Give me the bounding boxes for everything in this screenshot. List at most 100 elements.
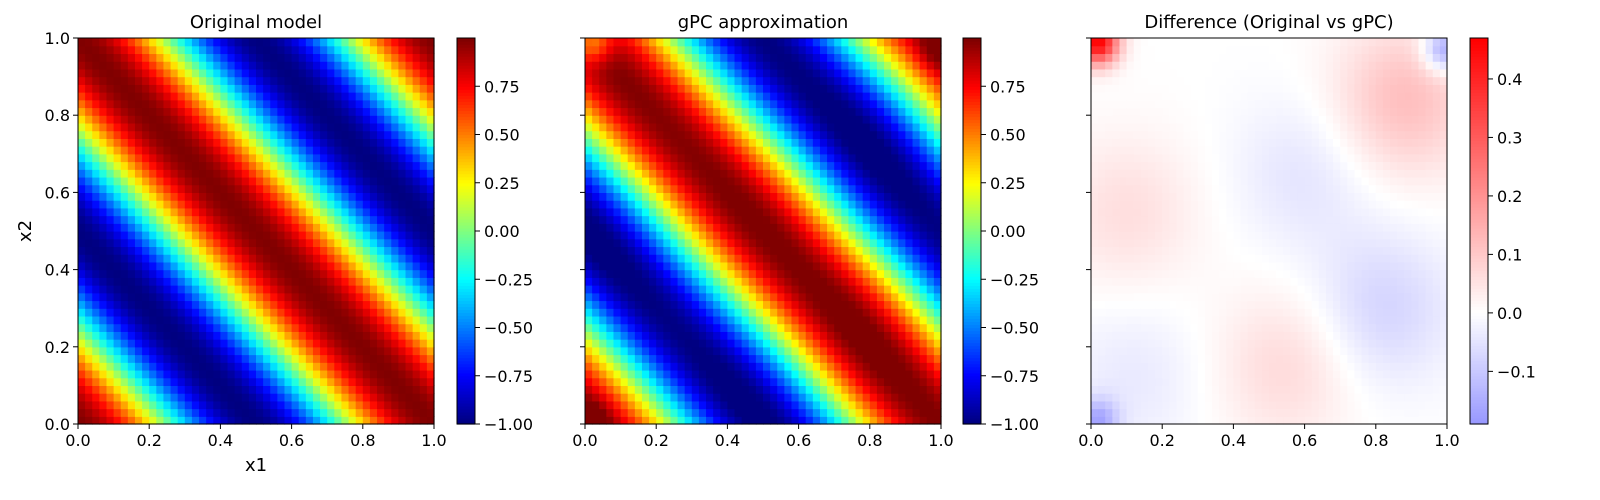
heatmap-cell xyxy=(798,408,807,417)
heatmap-cell xyxy=(305,68,314,78)
heatmap-cell xyxy=(613,362,622,371)
heatmap-cell xyxy=(106,223,115,232)
heatmap-cell xyxy=(748,207,757,217)
heatmap-cell xyxy=(256,45,264,55)
heatmap-cell xyxy=(691,200,700,209)
heatmap-cell xyxy=(213,84,221,93)
heatmap-cell xyxy=(405,76,414,85)
heatmap-cell xyxy=(691,354,700,363)
heatmap-cell xyxy=(156,238,165,248)
heatmap-cell xyxy=(270,362,278,371)
heatmap-cell xyxy=(213,339,221,348)
heatmap-cell xyxy=(127,377,136,386)
heatmap-cell xyxy=(805,45,814,55)
heatmap-cell xyxy=(912,277,921,286)
heatmap-cell xyxy=(698,238,707,248)
heatmap-cell xyxy=(327,292,335,302)
heatmap-cell xyxy=(327,99,335,109)
heatmap-cell xyxy=(827,408,835,417)
heatmap-cell xyxy=(677,146,686,155)
heatmap-cell xyxy=(677,38,686,47)
heatmap-cell xyxy=(234,261,243,271)
heatmap-cell xyxy=(327,277,335,286)
heatmap-cell xyxy=(727,339,736,348)
heatmap-cell xyxy=(213,308,221,317)
heatmap-cell xyxy=(891,393,899,402)
heatmap-cell xyxy=(234,45,243,55)
heatmap-cell xyxy=(206,184,214,193)
heatmap-cell xyxy=(592,161,600,170)
heatmap-cell xyxy=(298,215,307,224)
heatmap-cell xyxy=(355,300,364,309)
heatmap-cell xyxy=(327,61,335,70)
heatmap-cell xyxy=(191,362,200,371)
heatmap-cell xyxy=(426,53,435,62)
x-tick-label: 0.2 xyxy=(136,431,161,450)
heatmap-cell xyxy=(777,292,785,302)
heatmap-cell xyxy=(827,238,835,248)
heatmap-cell xyxy=(834,223,842,232)
heatmap-cell xyxy=(834,261,842,271)
heatmap-cell xyxy=(663,292,672,302)
heatmap-cell xyxy=(113,315,122,325)
heatmap-cell xyxy=(748,169,757,178)
heatmap-cell xyxy=(263,377,271,386)
heatmap-cell xyxy=(599,331,607,340)
heatmap-cell xyxy=(220,285,229,294)
heatmap-cell xyxy=(841,408,850,417)
heatmap-cell xyxy=(312,215,321,224)
heatmap-cell xyxy=(256,184,264,193)
heatmap-cell xyxy=(298,308,307,317)
heatmap-cell xyxy=(755,68,764,78)
heatmap-cell xyxy=(649,408,657,417)
heatmap-cell xyxy=(812,393,821,402)
heatmap-cell xyxy=(391,354,399,363)
heatmap-cell xyxy=(805,53,814,62)
heatmap-cell xyxy=(848,285,857,294)
heatmap-cell xyxy=(341,308,350,317)
heatmap-cell xyxy=(812,308,821,317)
heatmap-cell xyxy=(305,53,314,62)
heatmap-cell xyxy=(284,416,293,425)
heatmap-cell xyxy=(663,200,672,209)
heatmap-cell xyxy=(199,354,207,363)
heatmap-cell xyxy=(206,76,214,85)
heatmap-cell xyxy=(398,207,407,217)
heatmap-cell xyxy=(241,53,250,62)
heatmap-cell xyxy=(398,354,407,363)
heatmap-cell xyxy=(606,362,615,371)
heatmap-cell xyxy=(384,161,392,170)
heatmap-cell xyxy=(334,315,343,325)
heatmap-cell xyxy=(812,61,821,70)
heatmap-cell xyxy=(312,261,321,271)
heatmap-cell xyxy=(412,223,421,232)
heatmap-cell xyxy=(120,339,129,348)
heatmap-cell xyxy=(99,146,108,155)
heatmap-cell xyxy=(412,400,421,410)
heatmap-cell xyxy=(391,362,399,371)
heatmap-cell xyxy=(355,176,364,186)
heatmap-cell xyxy=(85,369,93,379)
heatmap-cell xyxy=(312,254,321,263)
heatmap-cell xyxy=(106,53,115,62)
heatmap-cell xyxy=(199,393,207,402)
heatmap-cell xyxy=(684,261,693,271)
heatmap-cell xyxy=(106,122,115,132)
heatmap-cell xyxy=(327,254,335,263)
heatmap-cell xyxy=(656,207,664,217)
heatmap-cell xyxy=(369,192,378,201)
heatmap-cell xyxy=(305,161,314,170)
heatmap-cell xyxy=(677,292,686,302)
heatmap-cell xyxy=(220,377,229,386)
heatmap-cell xyxy=(720,76,728,85)
heatmap-cell xyxy=(85,277,93,286)
heatmap-cell xyxy=(355,308,364,317)
heatmap-cell xyxy=(99,339,108,348)
heatmap-cell xyxy=(341,285,350,294)
heatmap-cell xyxy=(677,254,686,263)
heatmap-cell xyxy=(649,161,657,170)
heatmap-cell xyxy=(263,207,271,217)
heatmap-cell xyxy=(848,331,857,340)
heatmap-cell xyxy=(191,153,200,163)
heatmap-cell xyxy=(191,99,200,109)
